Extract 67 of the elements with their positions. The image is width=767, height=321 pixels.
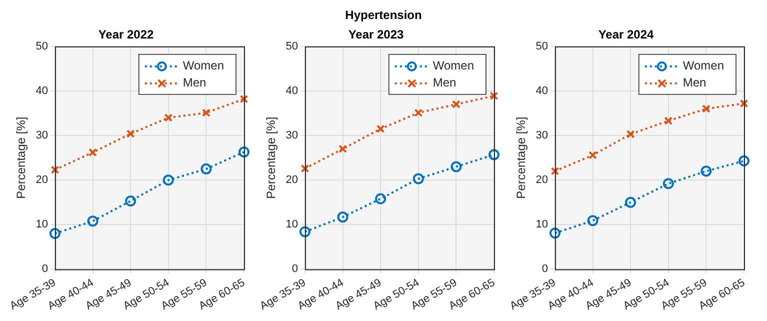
point	[662, 178, 674, 190]
legend-label: Women	[682, 58, 724, 73]
point	[376, 124, 385, 134]
point	[300, 164, 310, 173]
point	[740, 99, 748, 108]
point	[700, 166, 712, 177]
point	[549, 228, 560, 239]
y-tick-label: 0	[292, 263, 298, 276]
point	[452, 100, 460, 109]
chart-title: Year 2022	[98, 28, 154, 42]
point	[87, 216, 98, 227]
y-axis-title: Percentage [%]	[514, 116, 528, 199]
y-tick-label: 20	[36, 174, 48, 186]
y-tick-label: 10	[286, 218, 298, 231]
point	[200, 163, 212, 174]
y-tick-label: 10	[36, 218, 48, 231]
point	[162, 174, 174, 186]
point	[202, 108, 210, 117]
point	[338, 144, 347, 154]
point	[588, 150, 597, 160]
legend-label: Women	[432, 58, 474, 73]
y-tick-label: 50	[536, 40, 548, 52]
point	[88, 148, 97, 157]
chart-title: Year 2023	[348, 28, 404, 42]
y-tick-label: 30	[36, 130, 48, 142]
point	[164, 114, 173, 122]
legend-label: Men	[682, 76, 706, 90]
point	[490, 92, 498, 100]
y-tick-label: 30	[286, 130, 298, 142]
point	[414, 108, 423, 117]
y-tick-label: 20	[286, 174, 298, 186]
point	[49, 228, 60, 240]
y-axis-title: Percentage [%]	[14, 116, 28, 199]
point	[488, 149, 500, 160]
point	[337, 212, 348, 223]
point	[626, 130, 635, 138]
legend-label: Men	[432, 76, 456, 90]
point	[240, 94, 248, 104]
point	[664, 116, 673, 125]
text: Hypertension	[344, 8, 423, 24]
y-axis-title: Percentage [%]	[264, 116, 278, 199]
point	[738, 155, 750, 166]
point	[625, 196, 636, 208]
y-tick-label: 40	[536, 84, 548, 97]
point	[587, 215, 598, 226]
y-tick-label: 20	[536, 174, 548, 186]
y-tick-label: 50	[36, 40, 48, 52]
y-tick-label: 40	[286, 84, 298, 97]
point	[375, 193, 386, 204]
y-tick-label: 30	[536, 130, 548, 142]
point	[450, 161, 462, 172]
point	[702, 104, 710, 113]
y-tick-label: 10	[536, 218, 548, 231]
legend-label: Men	[182, 76, 206, 90]
point	[550, 166, 560, 176]
legend-label: Women	[182, 58, 224, 73]
point	[299, 226, 310, 238]
chart-title: Year 2024	[598, 28, 654, 42]
point	[125, 196, 136, 207]
point	[126, 130, 135, 138]
y-tick-label: 0	[542, 263, 548, 276]
y-tick-label: 0	[42, 263, 48, 276]
point	[50, 166, 60, 174]
point	[412, 173, 424, 184]
y-tick-label: 40	[36, 84, 48, 97]
point	[238, 146, 250, 158]
y-tick-label: 50	[286, 40, 298, 52]
